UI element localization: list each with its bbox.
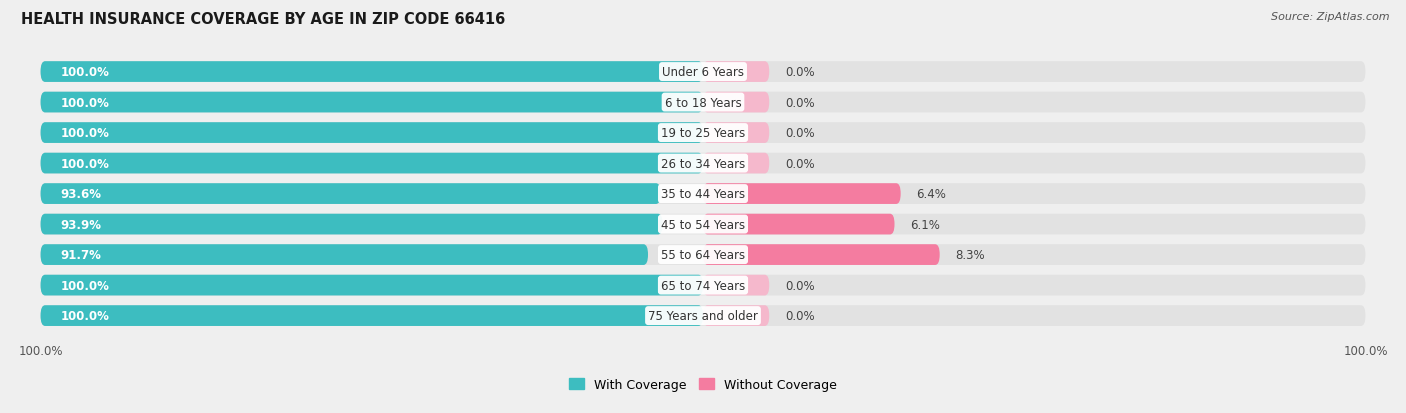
Text: 100.0%: 100.0% (60, 279, 110, 292)
FancyBboxPatch shape (41, 214, 1365, 235)
Text: 0.0%: 0.0% (785, 279, 814, 292)
FancyBboxPatch shape (41, 244, 1365, 265)
Text: Under 6 Years: Under 6 Years (662, 66, 744, 79)
Text: 0.0%: 0.0% (785, 96, 814, 109)
Text: 45 to 54 Years: 45 to 54 Years (661, 218, 745, 231)
FancyBboxPatch shape (41, 123, 1365, 144)
FancyBboxPatch shape (41, 62, 1365, 83)
Text: 93.6%: 93.6% (60, 188, 101, 201)
Text: HEALTH INSURANCE COVERAGE BY AGE IN ZIP CODE 66416: HEALTH INSURANCE COVERAGE BY AGE IN ZIP … (21, 12, 505, 27)
Text: 100.0%: 100.0% (60, 309, 110, 322)
Text: 100.0%: 100.0% (60, 96, 110, 109)
FancyBboxPatch shape (41, 184, 1365, 204)
Text: 100.0%: 100.0% (60, 157, 110, 170)
Text: 8.3%: 8.3% (956, 249, 986, 261)
Text: 93.9%: 93.9% (60, 218, 101, 231)
Text: 100.0%: 100.0% (60, 127, 110, 140)
Text: Source: ZipAtlas.com: Source: ZipAtlas.com (1271, 12, 1389, 22)
FancyBboxPatch shape (41, 306, 1365, 326)
FancyBboxPatch shape (41, 184, 661, 204)
FancyBboxPatch shape (41, 153, 703, 174)
Text: 0.0%: 0.0% (785, 66, 814, 79)
FancyBboxPatch shape (41, 214, 662, 235)
FancyBboxPatch shape (41, 244, 648, 265)
FancyBboxPatch shape (41, 93, 1365, 113)
Text: 0.0%: 0.0% (785, 157, 814, 170)
FancyBboxPatch shape (41, 62, 703, 83)
Text: 26 to 34 Years: 26 to 34 Years (661, 157, 745, 170)
Text: 0.0%: 0.0% (785, 309, 814, 322)
FancyBboxPatch shape (703, 214, 894, 235)
FancyBboxPatch shape (703, 306, 769, 326)
FancyBboxPatch shape (703, 244, 939, 265)
FancyBboxPatch shape (41, 153, 1365, 174)
Text: 35 to 44 Years: 35 to 44 Years (661, 188, 745, 201)
Text: 19 to 25 Years: 19 to 25 Years (661, 127, 745, 140)
Text: 75 Years and older: 75 Years and older (648, 309, 758, 322)
Text: 6 to 18 Years: 6 to 18 Years (665, 96, 741, 109)
FancyBboxPatch shape (41, 123, 703, 144)
FancyBboxPatch shape (703, 62, 769, 83)
Text: 55 to 64 Years: 55 to 64 Years (661, 249, 745, 261)
FancyBboxPatch shape (703, 93, 769, 113)
Text: 91.7%: 91.7% (60, 249, 101, 261)
Text: 100.0%: 100.0% (60, 66, 110, 79)
Legend: With Coverage, Without Coverage: With Coverage, Without Coverage (564, 373, 842, 396)
FancyBboxPatch shape (703, 123, 769, 144)
FancyBboxPatch shape (703, 153, 769, 174)
Text: 6.4%: 6.4% (917, 188, 946, 201)
FancyBboxPatch shape (41, 93, 703, 113)
FancyBboxPatch shape (41, 275, 1365, 296)
FancyBboxPatch shape (703, 184, 901, 204)
FancyBboxPatch shape (41, 306, 703, 326)
Text: 6.1%: 6.1% (911, 218, 941, 231)
Text: 65 to 74 Years: 65 to 74 Years (661, 279, 745, 292)
FancyBboxPatch shape (41, 275, 703, 296)
FancyBboxPatch shape (703, 275, 769, 296)
Text: 0.0%: 0.0% (785, 127, 814, 140)
